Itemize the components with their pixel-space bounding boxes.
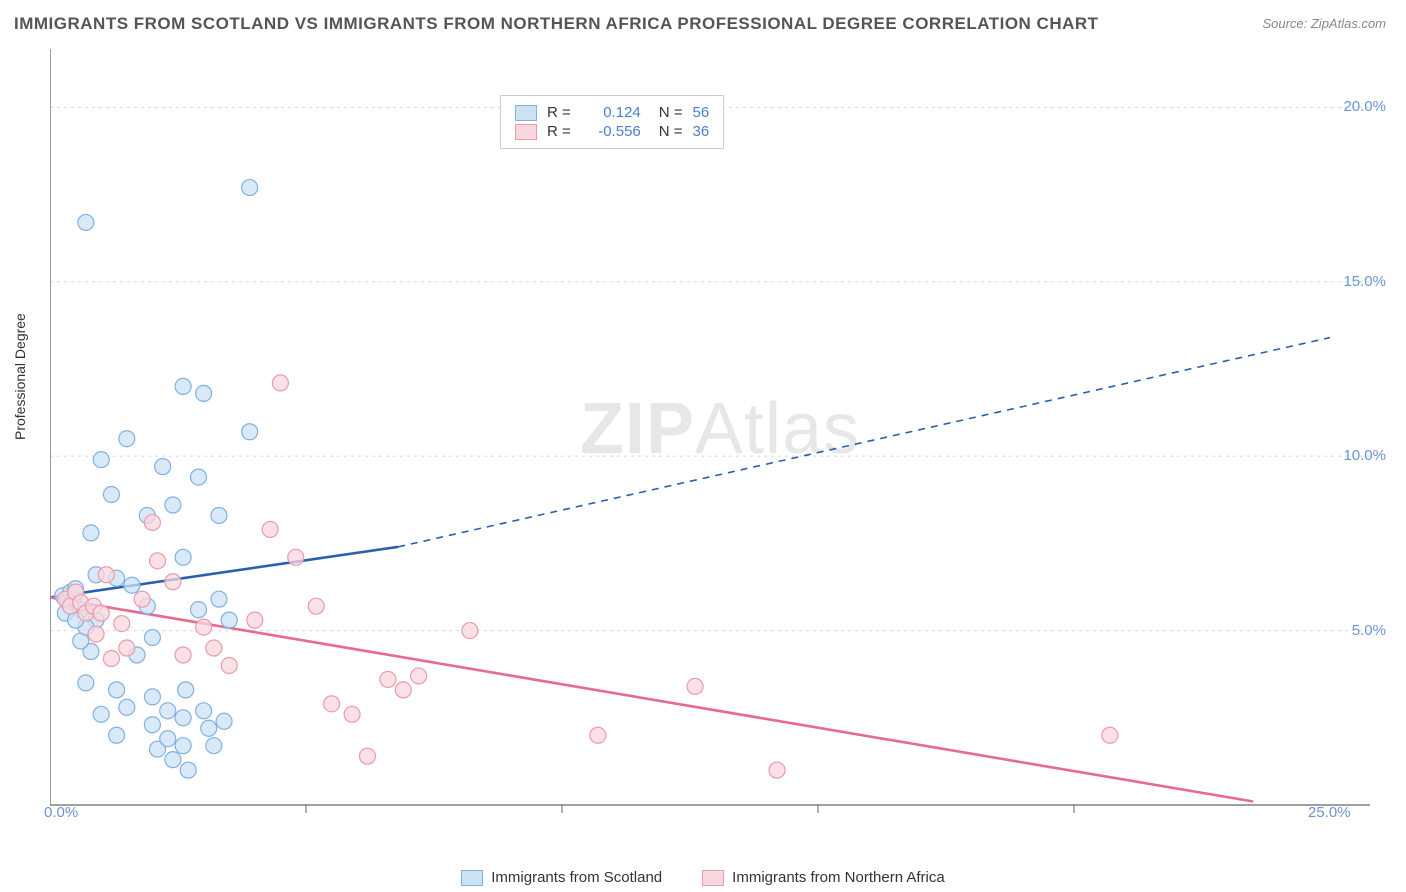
swatch-africa xyxy=(515,124,537,140)
legend-label-africa: Immigrants from Northern Africa xyxy=(732,869,945,886)
chart-svg xyxy=(50,45,1390,845)
y-tick-label: 5.0% xyxy=(1352,622,1386,639)
swatch-scotland-icon xyxy=(461,870,483,886)
n-value-africa: 36 xyxy=(693,123,710,140)
swatch-scotland xyxy=(515,105,537,121)
legend-series: Immigrants from Scotland Immigrants from… xyxy=(0,869,1406,886)
r-value-scotland: 0.124 xyxy=(581,104,641,121)
y-tick-label: 20.0% xyxy=(1343,98,1386,115)
source-label: Source: ZipAtlas.com xyxy=(1262,16,1386,31)
n-label: N = xyxy=(659,123,683,140)
legend-label-scotland: Immigrants from Scotland xyxy=(491,869,662,886)
y-axis-label: Professional Degree xyxy=(12,313,28,440)
swatch-africa-icon xyxy=(702,870,724,886)
y-tick-label: 10.0% xyxy=(1343,447,1386,464)
n-value-scotland: 56 xyxy=(693,104,710,121)
n-label: N = xyxy=(659,104,683,121)
chart-title: IMMIGRANTS FROM SCOTLAND VS IMMIGRANTS F… xyxy=(14,14,1099,34)
r-label: R = xyxy=(547,123,571,140)
y-tick-label: 15.0% xyxy=(1343,273,1386,290)
legend-correlation: R = 0.124 N = 56 R = -0.556 N = 36 xyxy=(500,95,724,149)
x-tick-label: 25.0% xyxy=(1308,804,1351,821)
legend-row-africa: R = -0.556 N = 36 xyxy=(515,123,709,140)
legend-item-africa: Immigrants from Northern Africa xyxy=(702,869,945,886)
plot-area: ZIPAtlas R = 0.124 N = 56 R = -0.556 N =… xyxy=(50,45,1390,845)
x-tick-label: 0.0% xyxy=(44,804,78,821)
r-value-africa: -0.556 xyxy=(581,123,641,140)
legend-row-scotland: R = 0.124 N = 56 xyxy=(515,104,709,121)
legend-item-scotland: Immigrants from Scotland xyxy=(461,869,662,886)
r-label: R = xyxy=(547,104,571,121)
